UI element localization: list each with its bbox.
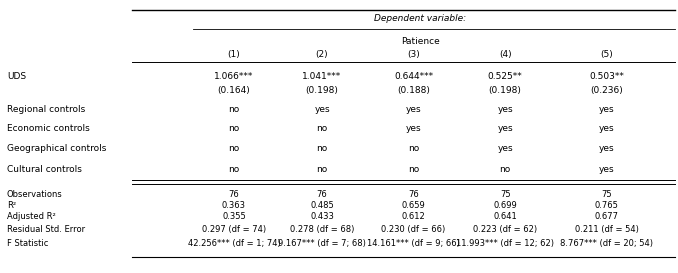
Text: Cultural controls: Cultural controls bbox=[7, 165, 81, 174]
Text: (5): (5) bbox=[601, 50, 613, 59]
Text: F Statistic: F Statistic bbox=[7, 239, 48, 248]
Text: 14.161*** (df = 9; 66): 14.161*** (df = 9; 66) bbox=[367, 239, 460, 248]
Text: Residual Std. Error: Residual Std. Error bbox=[7, 225, 85, 234]
Text: 76: 76 bbox=[228, 190, 239, 199]
Text: 0.230 (df = 66): 0.230 (df = 66) bbox=[382, 225, 445, 234]
Text: 11.993*** (df = 12; 62): 11.993*** (df = 12; 62) bbox=[456, 239, 554, 248]
Text: no: no bbox=[408, 165, 419, 174]
Text: no: no bbox=[500, 165, 511, 174]
Text: (0.198): (0.198) bbox=[489, 86, 521, 95]
Text: no: no bbox=[228, 124, 239, 133]
Text: (4): (4) bbox=[499, 50, 511, 59]
Text: (0.236): (0.236) bbox=[591, 86, 623, 95]
Text: 42.256*** (df = 1; 74): 42.256*** (df = 1; 74) bbox=[188, 239, 280, 248]
Text: 0.659: 0.659 bbox=[401, 201, 426, 210]
Text: 0.278 (df = 68): 0.278 (df = 68) bbox=[290, 225, 354, 234]
Text: 0.699: 0.699 bbox=[493, 201, 517, 210]
Text: 0.485: 0.485 bbox=[310, 201, 334, 210]
Text: R²: R² bbox=[7, 201, 16, 210]
Text: 0.355: 0.355 bbox=[222, 212, 246, 221]
Text: 1.041***: 1.041*** bbox=[302, 72, 342, 81]
Text: yes: yes bbox=[497, 105, 513, 114]
Text: 0.363: 0.363 bbox=[222, 201, 246, 210]
Text: yes: yes bbox=[405, 124, 422, 133]
Text: 0.503**: 0.503** bbox=[589, 72, 624, 81]
Text: 76: 76 bbox=[408, 190, 419, 199]
Text: no: no bbox=[408, 144, 419, 153]
Text: 0.433: 0.433 bbox=[310, 212, 334, 221]
Text: 0.612: 0.612 bbox=[401, 212, 426, 221]
Text: 76: 76 bbox=[317, 190, 327, 199]
Text: 75: 75 bbox=[601, 190, 612, 199]
Text: yes: yes bbox=[599, 105, 615, 114]
Text: no: no bbox=[317, 124, 327, 133]
Text: 0.765: 0.765 bbox=[595, 201, 619, 210]
Text: no: no bbox=[317, 144, 327, 153]
Text: Observations: Observations bbox=[7, 190, 62, 199]
Text: yes: yes bbox=[599, 165, 615, 174]
Text: yes: yes bbox=[599, 124, 615, 133]
Text: Geographical controls: Geographical controls bbox=[7, 144, 106, 153]
Text: 1.066***: 1.066*** bbox=[214, 72, 254, 81]
Text: yes: yes bbox=[599, 144, 615, 153]
Text: 0.223 (df = 62): 0.223 (df = 62) bbox=[473, 225, 537, 234]
Text: yes: yes bbox=[314, 105, 330, 114]
Text: yes: yes bbox=[405, 105, 422, 114]
Text: (1): (1) bbox=[228, 50, 240, 59]
Text: Dependent variable:: Dependent variable: bbox=[374, 14, 466, 23]
Text: Regional controls: Regional controls bbox=[7, 105, 85, 114]
Text: 75: 75 bbox=[500, 190, 511, 199]
Text: 0.677: 0.677 bbox=[595, 212, 619, 221]
Text: (3): (3) bbox=[407, 50, 420, 59]
Text: (0.188): (0.188) bbox=[397, 86, 430, 95]
Text: 8.767*** (df = 20; 54): 8.767*** (df = 20; 54) bbox=[560, 239, 654, 248]
Text: 0.211 (df = 54): 0.211 (df = 54) bbox=[575, 225, 639, 234]
Text: 0.297 (df = 74): 0.297 (df = 74) bbox=[202, 225, 266, 234]
Text: no: no bbox=[228, 144, 239, 153]
Text: yes: yes bbox=[497, 144, 513, 153]
Text: Patience: Patience bbox=[401, 37, 440, 46]
Text: (0.164): (0.164) bbox=[218, 86, 250, 95]
Text: no: no bbox=[228, 105, 239, 114]
Text: UDS: UDS bbox=[7, 72, 26, 81]
Text: 0.641: 0.641 bbox=[493, 212, 517, 221]
Text: no: no bbox=[317, 165, 327, 174]
Text: 0.525**: 0.525** bbox=[487, 72, 523, 81]
Text: (0.198): (0.198) bbox=[306, 86, 338, 95]
Text: no: no bbox=[228, 165, 239, 174]
Text: Economic controls: Economic controls bbox=[7, 124, 89, 133]
Text: Adjusted R²: Adjusted R² bbox=[7, 212, 56, 221]
Text: 9.167*** (df = 7; 68): 9.167*** (df = 7; 68) bbox=[278, 239, 366, 248]
Text: 0.644***: 0.644*** bbox=[394, 72, 433, 81]
Text: yes: yes bbox=[497, 124, 513, 133]
Text: (2): (2) bbox=[316, 50, 328, 59]
